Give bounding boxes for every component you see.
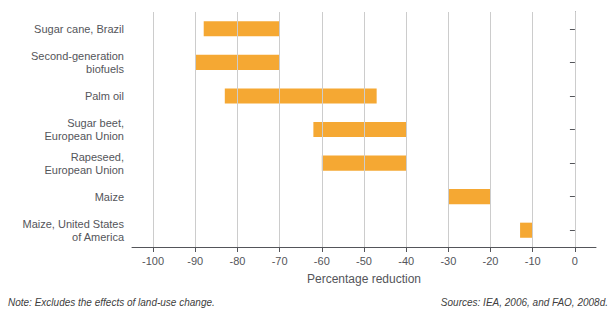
svg-text:Maize, United States: Maize, United States (23, 218, 125, 230)
svg-text:Sugar cane, Brazil: Sugar cane, Brazil (34, 23, 124, 35)
svg-text:-40: -40 (398, 255, 414, 267)
svg-text:Sugar beet,: Sugar beet, (67, 117, 124, 129)
svg-text:Maize: Maize (95, 191, 124, 203)
svg-text:Rapeseed,: Rapeseed, (71, 151, 124, 163)
svg-text:Sources: IEA, 2006, and FAO, 2: Sources: IEA, 2006, and FAO, 2008d. (441, 297, 608, 308)
svg-text:Second-generation: Second-generation (31, 50, 124, 62)
svg-text:-10: -10 (525, 255, 541, 267)
svg-text:biofuels: biofuels (86, 63, 124, 75)
svg-text:Percentage reduction: Percentage reduction (307, 272, 421, 286)
svg-text:-30: -30 (440, 255, 456, 267)
svg-text:-90: -90 (187, 255, 203, 267)
svg-text:-60: -60 (314, 255, 330, 267)
svg-text:-70: -70 (272, 255, 288, 267)
svg-text:-20: -20 (483, 255, 499, 267)
svg-text:European Union: European Union (44, 164, 124, 176)
svg-text:Note: Excludes the effects of: Note: Excludes the effects of land-use c… (8, 297, 215, 308)
svg-text:of America: of America (72, 231, 125, 243)
svg-text:0: 0 (572, 255, 578, 267)
svg-text:European Union: European Union (44, 130, 124, 142)
svg-text:-80: -80 (230, 255, 246, 267)
svg-text:-100: -100 (142, 255, 164, 267)
svg-text:Palm oil: Palm oil (85, 90, 124, 102)
svg-text:-50: -50 (356, 255, 372, 267)
